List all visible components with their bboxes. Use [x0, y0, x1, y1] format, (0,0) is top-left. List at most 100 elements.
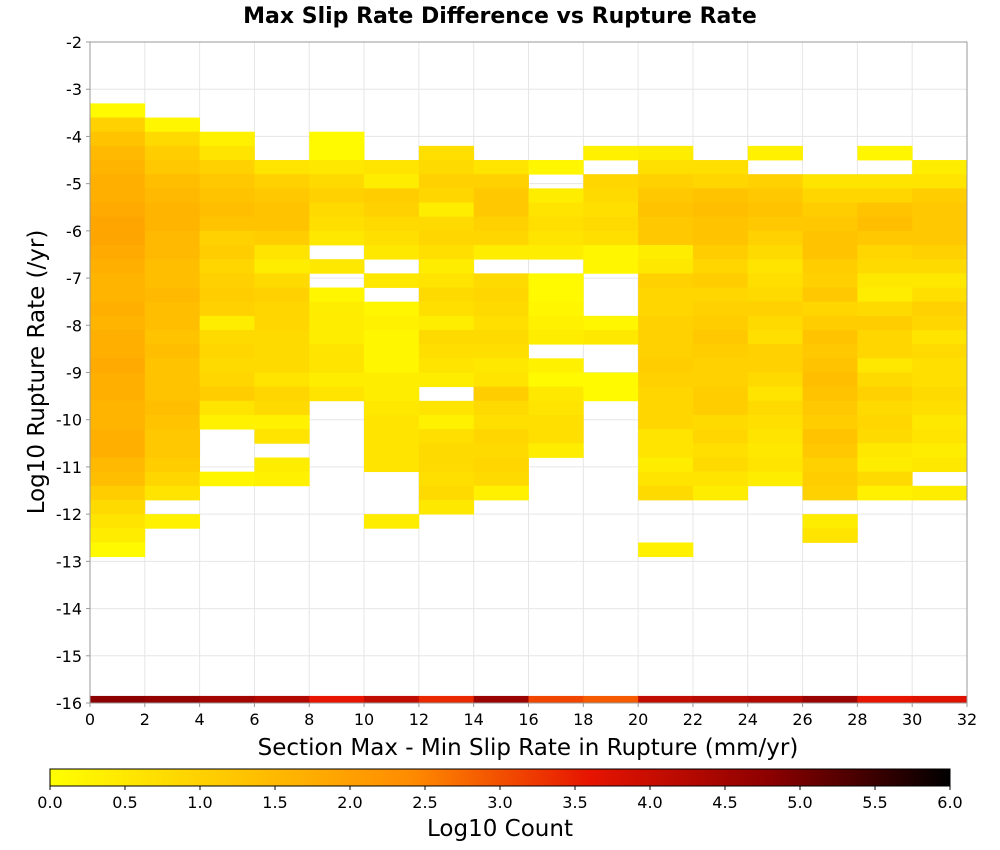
heatmap-cell — [90, 202, 146, 218]
heatmap-cell — [583, 386, 639, 402]
heatmap-cell — [144, 230, 201, 246]
heatmap-cell — [473, 443, 529, 458]
x-tick-label: 10 — [354, 710, 374, 729]
heatmap-cell — [912, 273, 968, 288]
heatmap-cell — [912, 358, 968, 373]
heatmap-cell — [583, 230, 639, 246]
heatmap-cell — [309, 174, 365, 189]
heatmap-cell — [364, 202, 420, 218]
heatmap-cell — [364, 216, 420, 232]
heatmap-cell — [692, 372, 749, 388]
heatmap-cell — [90, 103, 146, 118]
heatmap-cell — [638, 202, 694, 218]
heatmap-cell — [90, 499, 146, 515]
x-tick-label: 30 — [902, 710, 922, 729]
heatmap-cell — [418, 160, 475, 175]
heatmap-cell — [199, 287, 255, 303]
heatmap-cell — [857, 202, 913, 218]
heatmap-cell — [254, 174, 310, 189]
x-tick-label: 18 — [573, 710, 593, 729]
heatmap-cell — [309, 188, 365, 203]
x-tick-label: 4 — [195, 710, 205, 729]
colorbar-tick-label: 1.0 — [187, 793, 212, 812]
heatmap-cell — [364, 188, 420, 203]
heatmap-cell — [692, 287, 749, 303]
heatmap-cell — [692, 358, 749, 373]
heatmap-cell — [254, 259, 310, 274]
heatmap-cell — [638, 160, 694, 175]
heatmap-cell — [199, 315, 255, 331]
heatmap-cell — [912, 202, 968, 218]
heatmap-cell — [309, 145, 365, 161]
heatmap-cell — [638, 301, 694, 317]
heatmap-cell — [254, 230, 310, 246]
heatmap-cell — [528, 301, 584, 317]
heatmap-cell — [364, 457, 420, 473]
heatmap-cell — [309, 386, 365, 402]
y-tick-label: -11 — [56, 458, 82, 477]
heatmap-cell — [528, 400, 584, 416]
y-tick-label: -12 — [56, 505, 82, 524]
x-tick-label: 0 — [85, 710, 95, 729]
heatmap-cell — [309, 230, 365, 246]
y-tick-label: -5 — [66, 175, 82, 194]
heatmap-cell — [364, 400, 420, 416]
heatmap-cell — [802, 245, 858, 260]
heatmap-cell — [583, 174, 639, 189]
x-axis-ticks: 0 2 4 6 8 10 12 14 16 18 20 22 24 26 28 30 32 — [85, 703, 977, 729]
colorbar-tick-label: 3.5 — [562, 793, 587, 812]
y-tick-label: -6 — [66, 222, 82, 241]
heatmap-cell — [583, 188, 639, 203]
heatmap-cell — [418, 485, 475, 501]
x-tick-label: 6 — [249, 710, 259, 729]
heatmap-cell — [473, 287, 529, 303]
heatmap-cell — [418, 174, 475, 189]
heatmap-cell — [144, 301, 201, 317]
heatmap-cell — [473, 174, 529, 189]
heatmap-cell — [473, 471, 529, 487]
heatmap-cell — [90, 386, 146, 402]
heatmap-cell — [638, 174, 694, 189]
heatmap-cell — [692, 485, 749, 501]
heatmap-cell — [747, 429, 803, 444]
heatmap-cell — [802, 372, 858, 388]
x-tick-label: 8 — [304, 710, 314, 729]
x-tick-label: 28 — [847, 710, 867, 729]
heatmap-cell — [90, 443, 146, 458]
heatmap-cell — [638, 273, 694, 288]
heatmap-cell — [747, 358, 803, 373]
heatmap-cell — [857, 386, 913, 402]
heatmap-cell — [747, 330, 803, 345]
heatmap-cell — [912, 443, 968, 458]
heatmap-cell — [692, 386, 749, 402]
heatmap-cell — [418, 471, 475, 487]
heatmap-cell — [364, 160, 420, 175]
heatmap-cell — [144, 429, 201, 444]
heatmap-cell — [583, 202, 639, 218]
heatmap-floor-cell — [638, 695, 694, 703]
heatmap-cell — [199, 145, 255, 161]
heatmap-cell — [90, 259, 146, 274]
heatmap-cell — [90, 117, 146, 133]
heatmap-cell — [309, 287, 365, 303]
heatmap-cell — [418, 145, 475, 161]
chart-title: Max Slip Rate Difference vs Rupture Rate — [243, 4, 757, 29]
y-tick-label: -16 — [56, 694, 82, 713]
heatmap-cell — [857, 174, 913, 189]
heatmap-cell — [418, 330, 475, 345]
heatmap-cell — [254, 245, 310, 260]
heatmap-cell — [638, 400, 694, 416]
heatmap-cell — [638, 145, 694, 161]
colorbar-tick-label: 4.5 — [712, 793, 737, 812]
heatmap-cell — [144, 315, 201, 331]
heatmap-cell — [199, 259, 255, 274]
heatmap-cell — [638, 259, 694, 274]
heatmap-cell — [364, 429, 420, 444]
heatmap-cell — [364, 372, 420, 388]
heatmap-cell — [747, 372, 803, 388]
heatmap-cell — [418, 301, 475, 317]
heatmap-cell — [144, 145, 201, 161]
heatmap-floor-cell — [912, 695, 968, 703]
y-tick-label: -7 — [66, 269, 82, 288]
